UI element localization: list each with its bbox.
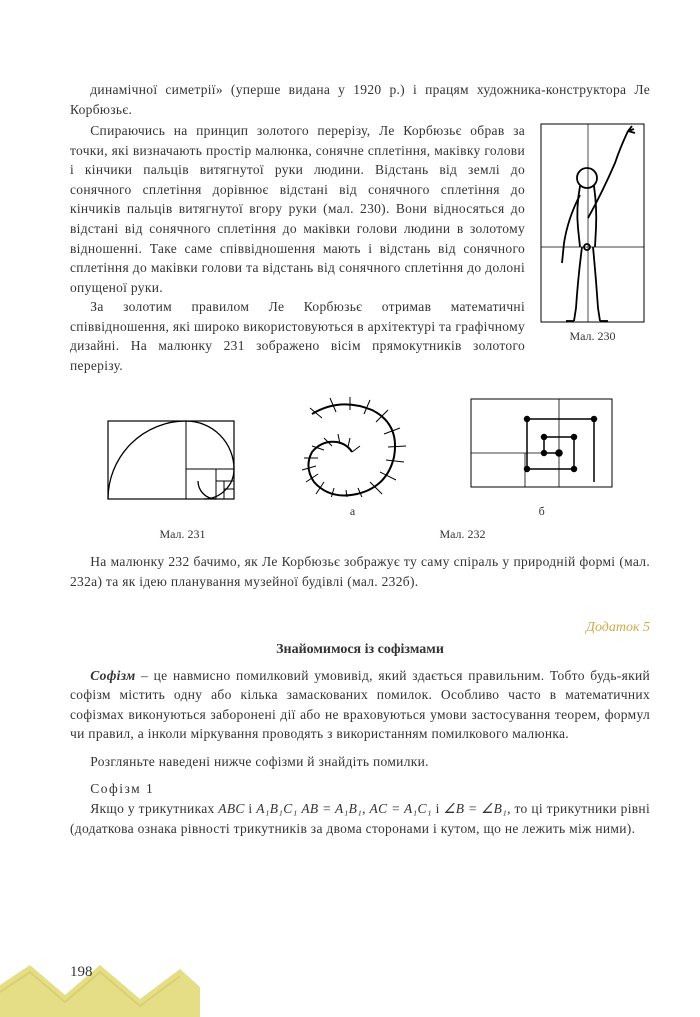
figure-232b: б [469, 397, 614, 519]
figure-230-caption: Мал. 230 [535, 329, 650, 344]
sof1-text: Якщо у трикутниках [90, 801, 218, 816]
section-title: Знайомимося із софізмами [70, 642, 650, 658]
sof1-math: A₁B₁C₁ [256, 801, 297, 816]
sof1-math: AC = A₁C₁ [370, 801, 432, 816]
figure-231-caption: Мал. 231 [118, 527, 248, 542]
figure-232a: а [287, 397, 417, 519]
figures-row: а б [70, 397, 650, 519]
sofism-term: Софізм [90, 668, 135, 683]
sofism-def-text: – це навмисно помилковий умовивід, який … [70, 668, 650, 742]
modulor-figure [540, 123, 645, 323]
paragraph-4: На малюнку 232 бачимо, як Ле Корбюзьє зо… [70, 552, 650, 591]
sof1-text: , [362, 801, 369, 816]
figure-231 [106, 419, 236, 519]
museum-plan-svg [469, 397, 614, 497]
sofism-definition: Софізм – це навмисно помилковий умовивід… [70, 666, 650, 744]
sofism-instruction: Розгляньте наведені нижче софізми й знай… [70, 752, 650, 772]
sof1-text: і [432, 801, 444, 816]
sub-label-a: а [287, 504, 417, 519]
figure-232-caption: Мал. 232 [323, 527, 603, 542]
sub-label-b: б [469, 504, 614, 519]
sof1-text: і [245, 801, 257, 816]
sof1-math: AB = A₁B₁ [301, 801, 362, 816]
page-number: 198 [70, 964, 93, 981]
sof1-math: ∠B = ∠B₁ [443, 801, 507, 816]
figure-230: Мал. 230 [535, 123, 650, 344]
sof1-math: ABC [218, 801, 244, 816]
paragraph-1: динамічної симетрії» (уперше видана у 19… [70, 80, 650, 119]
text-figure-block: Мал. 230 Спираючись на принцип золотого … [70, 121, 650, 375]
golden-rect-svg [106, 419, 236, 514]
page-content: динамічної симетрії» (уперше видана у 19… [0, 0, 700, 898]
shell-svg [287, 397, 417, 497]
appendix-label: Додаток 5 [70, 620, 650, 636]
sofism-1-title: Софізм 1 [70, 779, 650, 799]
figure-labels-row: Мал. 231 Мал. 232 [70, 527, 650, 542]
footer-decoration [0, 957, 200, 1017]
sofism-1-body: Якщо у трикутниках ABC і A₁B₁C₁ AB = A₁B… [70, 799, 650, 838]
